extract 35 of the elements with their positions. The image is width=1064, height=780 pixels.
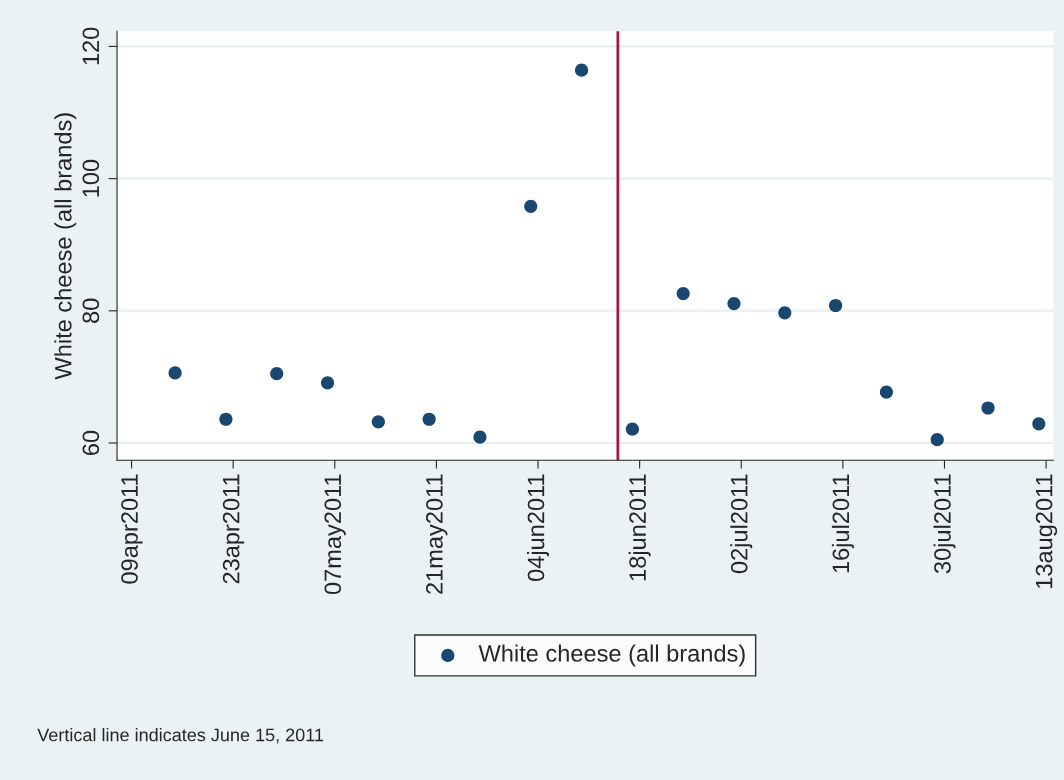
y-tick-label: 60 — [82, 430, 100, 455]
point — [168, 366, 182, 380]
x-tick-label: 04jun2011 — [527, 474, 550, 582]
point — [778, 306, 792, 320]
text: Vertical line indicates June 15, 2011 — [37, 728, 324, 744]
x-tick-label: 09apr2011 — [121, 474, 143, 584]
x-tick-label: 23apr2011 — [222, 474, 245, 584]
x-tick-label: 07may2011 — [324, 474, 346, 595]
point — [879, 385, 894, 399]
point — [1032, 417, 1046, 431]
y-tick-label: 100 — [82, 159, 100, 197]
point — [676, 287, 690, 301]
y-axis-title: White cheese (all brands) — [54, 113, 77, 380]
point — [320, 376, 335, 390]
point — [574, 63, 589, 77]
point — [371, 415, 385, 429]
x-tick-label: 18jun2011 — [628, 474, 651, 581]
point — [981, 401, 995, 415]
legend-label: White cheese (all brands) — [478, 644, 745, 667]
x-tick-label: 30jul2011 — [933, 474, 956, 574]
point — [524, 199, 538, 213]
x-tick-label: 21may2011 — [426, 474, 448, 594]
point — [930, 433, 944, 447]
point — [829, 298, 843, 313]
point — [473, 430, 487, 444]
x-tick-label: 16jul2011 — [831, 474, 854, 573]
point — [219, 412, 233, 426]
point — [625, 422, 639, 436]
y-tick-label: 120 — [82, 27, 100, 65]
point — [727, 296, 741, 311]
point — [422, 412, 436, 426]
x-tick-label: 13aug2011 — [1035, 474, 1058, 589]
x-tick-label: 02jul2011 — [730, 474, 753, 574]
point — [270, 367, 284, 381]
y-tick-label: 80 — [82, 298, 100, 323]
